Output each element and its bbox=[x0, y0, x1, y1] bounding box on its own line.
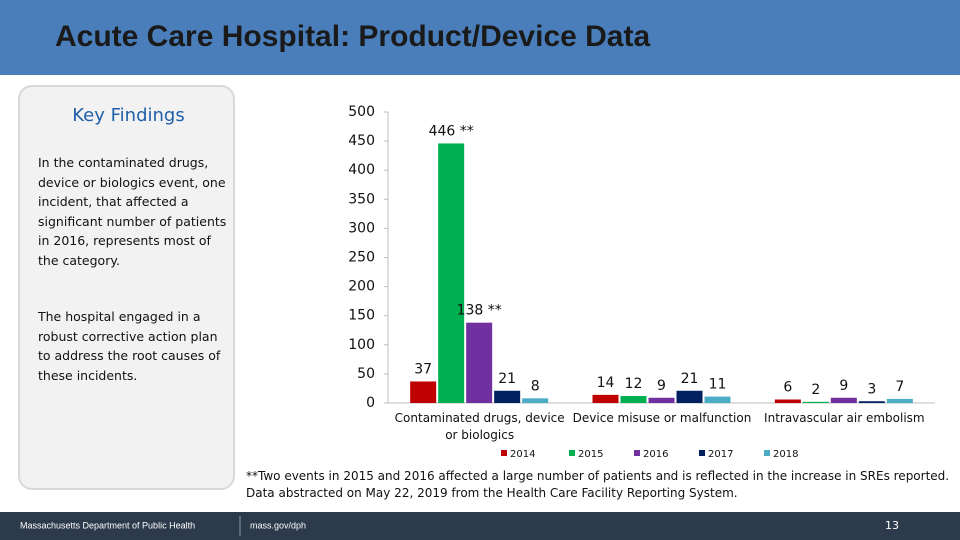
footnote: **Two events in 2015 and 2016 affected a… bbox=[246, 469, 950, 483]
y-tick-label: 100 bbox=[348, 337, 375, 353]
finding-text: The hospital engaged in a robust correct… bbox=[38, 309, 221, 383]
data-label: 3 bbox=[867, 381, 876, 397]
legend-label: 2014 bbox=[510, 449, 535, 460]
bar bbox=[886, 398, 913, 403]
legend-swatch bbox=[634, 450, 640, 456]
data-label: 2 bbox=[811, 382, 820, 398]
y-tick-label: 50 bbox=[357, 366, 375, 382]
page-number: 13 bbox=[885, 519, 899, 532]
legend-swatch bbox=[764, 450, 770, 456]
footer-org: Massachusetts Department of Public Healt… bbox=[20, 520, 195, 530]
footnote: Data abstracted on May 22, 2019 from the… bbox=[246, 486, 738, 500]
bar bbox=[858, 401, 885, 403]
data-label: 21 bbox=[498, 371, 516, 387]
finding-text: In the contaminated drugs, device or bio… bbox=[38, 155, 227, 268]
bar bbox=[774, 399, 801, 403]
bar bbox=[620, 396, 647, 403]
data-label: 138 ** bbox=[457, 303, 502, 319]
x-tick-label: Intravascular air embolism bbox=[764, 411, 925, 425]
bar bbox=[494, 390, 521, 403]
bar bbox=[648, 397, 675, 403]
y-tick-label: 350 bbox=[348, 191, 375, 207]
header-band bbox=[0, 0, 960, 75]
data-label: 446 ** bbox=[429, 123, 474, 139]
y-tick-label: 400 bbox=[348, 162, 375, 178]
y-tick-label: 500 bbox=[348, 104, 375, 120]
legend-swatch bbox=[699, 450, 705, 456]
y-tick-label: 450 bbox=[348, 133, 375, 149]
legend-swatch bbox=[501, 450, 507, 456]
legend-label: 2016 bbox=[643, 449, 668, 460]
bar bbox=[704, 396, 731, 403]
data-label: 8 bbox=[531, 378, 540, 394]
data-label: 9 bbox=[839, 378, 848, 394]
bar bbox=[410, 381, 437, 403]
y-tick-label: 0 bbox=[366, 395, 375, 411]
y-tick-label: 150 bbox=[348, 308, 375, 324]
bar bbox=[466, 322, 493, 403]
data-label: 9 bbox=[657, 378, 666, 394]
x-tick-label: Device misuse or malfunction bbox=[572, 411, 752, 425]
legend-label: 2015 bbox=[578, 449, 603, 460]
legend-label: 2018 bbox=[773, 449, 798, 460]
bar bbox=[438, 143, 465, 404]
bar bbox=[592, 394, 619, 403]
slide-title: Acute Care Hospital: Product/Device Data bbox=[55, 20, 651, 53]
data-label: 12 bbox=[625, 376, 643, 392]
findings-heading: Key Findings bbox=[72, 105, 185, 126]
data-label: 37 bbox=[414, 361, 432, 377]
footer-url: mass.gov/dph bbox=[250, 520, 306, 530]
legend-swatch bbox=[569, 450, 575, 456]
data-label: 6 bbox=[783, 380, 792, 396]
legend-label: 2017 bbox=[708, 449, 733, 460]
bar bbox=[830, 397, 857, 403]
x-tick-label: Contaminated drugs, device or biologics bbox=[394, 411, 565, 442]
y-tick-label: 200 bbox=[348, 279, 375, 295]
data-label: 7 bbox=[895, 379, 904, 395]
bar bbox=[802, 401, 829, 403]
footer-band bbox=[0, 512, 960, 540]
bar bbox=[676, 390, 703, 403]
data-label: 21 bbox=[681, 371, 699, 387]
data-label: 14 bbox=[597, 375, 615, 391]
bar bbox=[522, 398, 549, 403]
data-label: 11 bbox=[709, 377, 727, 393]
y-tick-label: 250 bbox=[348, 250, 375, 266]
y-tick-label: 300 bbox=[348, 220, 375, 236]
findings-panel: Key Findings In the contaminated drugs, … bbox=[18, 85, 235, 490]
